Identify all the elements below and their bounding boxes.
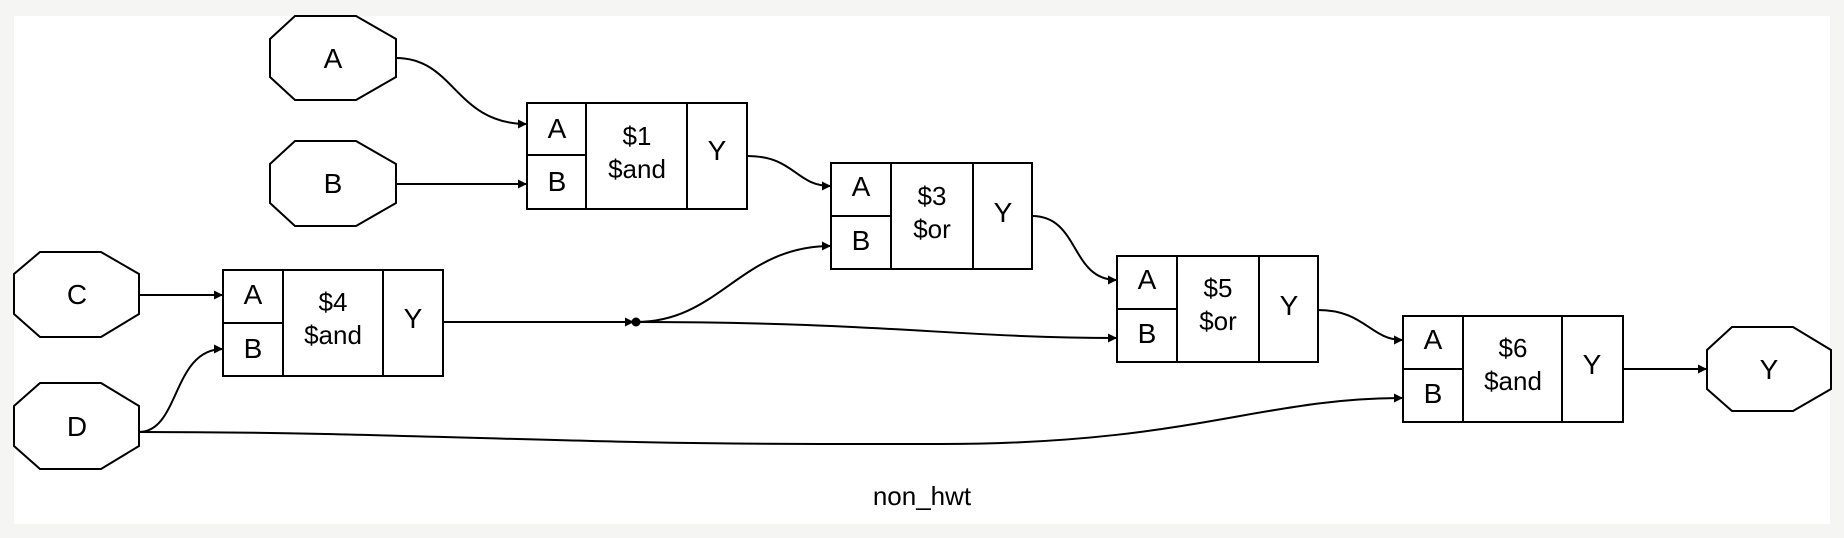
cell-6-type: $and	[1484, 366, 1542, 396]
port-y-shape	[1706, 326, 1832, 412]
port-y-label: Y	[1760, 354, 1779, 385]
cell-4-in-a: A	[244, 279, 263, 310]
cell-1-in-a: A	[548, 113, 567, 144]
cell-1-type: $and	[608, 154, 666, 184]
port-d-label: D	[67, 411, 87, 442]
cell-4-in-b: B	[244, 333, 263, 364]
cell-4-type: $and	[304, 320, 362, 350]
port-a-shape	[269, 15, 397, 101]
cell-5-in-a: A	[1138, 264, 1157, 295]
cell-6-in-b: B	[1424, 378, 1443, 409]
port-a-label: A	[324, 43, 343, 74]
port-d-shape	[13, 382, 140, 470]
wire-d-to-c6	[138, 393, 1404, 445]
junction-dot	[631, 317, 641, 327]
wire-junction-to-c5	[635, 321, 1118, 343]
cell-1-out: Y	[708, 135, 727, 166]
cell-4-id: $4	[319, 287, 348, 317]
wire-d-to-c4	[138, 344, 224, 433]
port-c-shape	[13, 251, 140, 338]
cell-5-type: $or	[1199, 306, 1237, 336]
port-c-label: C	[67, 279, 87, 310]
port-b-label: B	[324, 168, 343, 199]
cell-6-in-a: A	[1424, 324, 1443, 355]
cell-5-id: $5	[1204, 273, 1233, 303]
cell-3-type: $or	[913, 214, 951, 244]
port-b-shape	[269, 140, 397, 227]
diagram-canvas: A B C D Y A B $1 $and Y A B $3 $or Y A B…	[13, 15, 1832, 524]
wire-c5-to-c6	[1317, 309, 1404, 345]
wire-junction-to-c3	[635, 241, 832, 323]
wire-c1-to-c3	[746, 155, 832, 191]
cell-3-in-a: A	[852, 171, 871, 202]
cell-3-id: $3	[918, 181, 947, 211]
cell-5-in-b: B	[1138, 318, 1157, 349]
cell-4-out: Y	[404, 303, 423, 334]
diagram-title: non_hwt	[873, 481, 972, 511]
cell-5-out: Y	[1280, 290, 1299, 321]
cell-1-id: $1	[623, 121, 652, 151]
cell-6-id: $6	[1499, 333, 1528, 363]
cell-6-out: Y	[1583, 349, 1602, 380]
wire-c3-to-c5	[1031, 215, 1118, 285]
cell-3-in-b: B	[852, 225, 871, 256]
cell-1-in-b: B	[548, 166, 567, 197]
wire-a-to-c1	[395, 57, 528, 129]
cell-3-out: Y	[994, 197, 1013, 228]
